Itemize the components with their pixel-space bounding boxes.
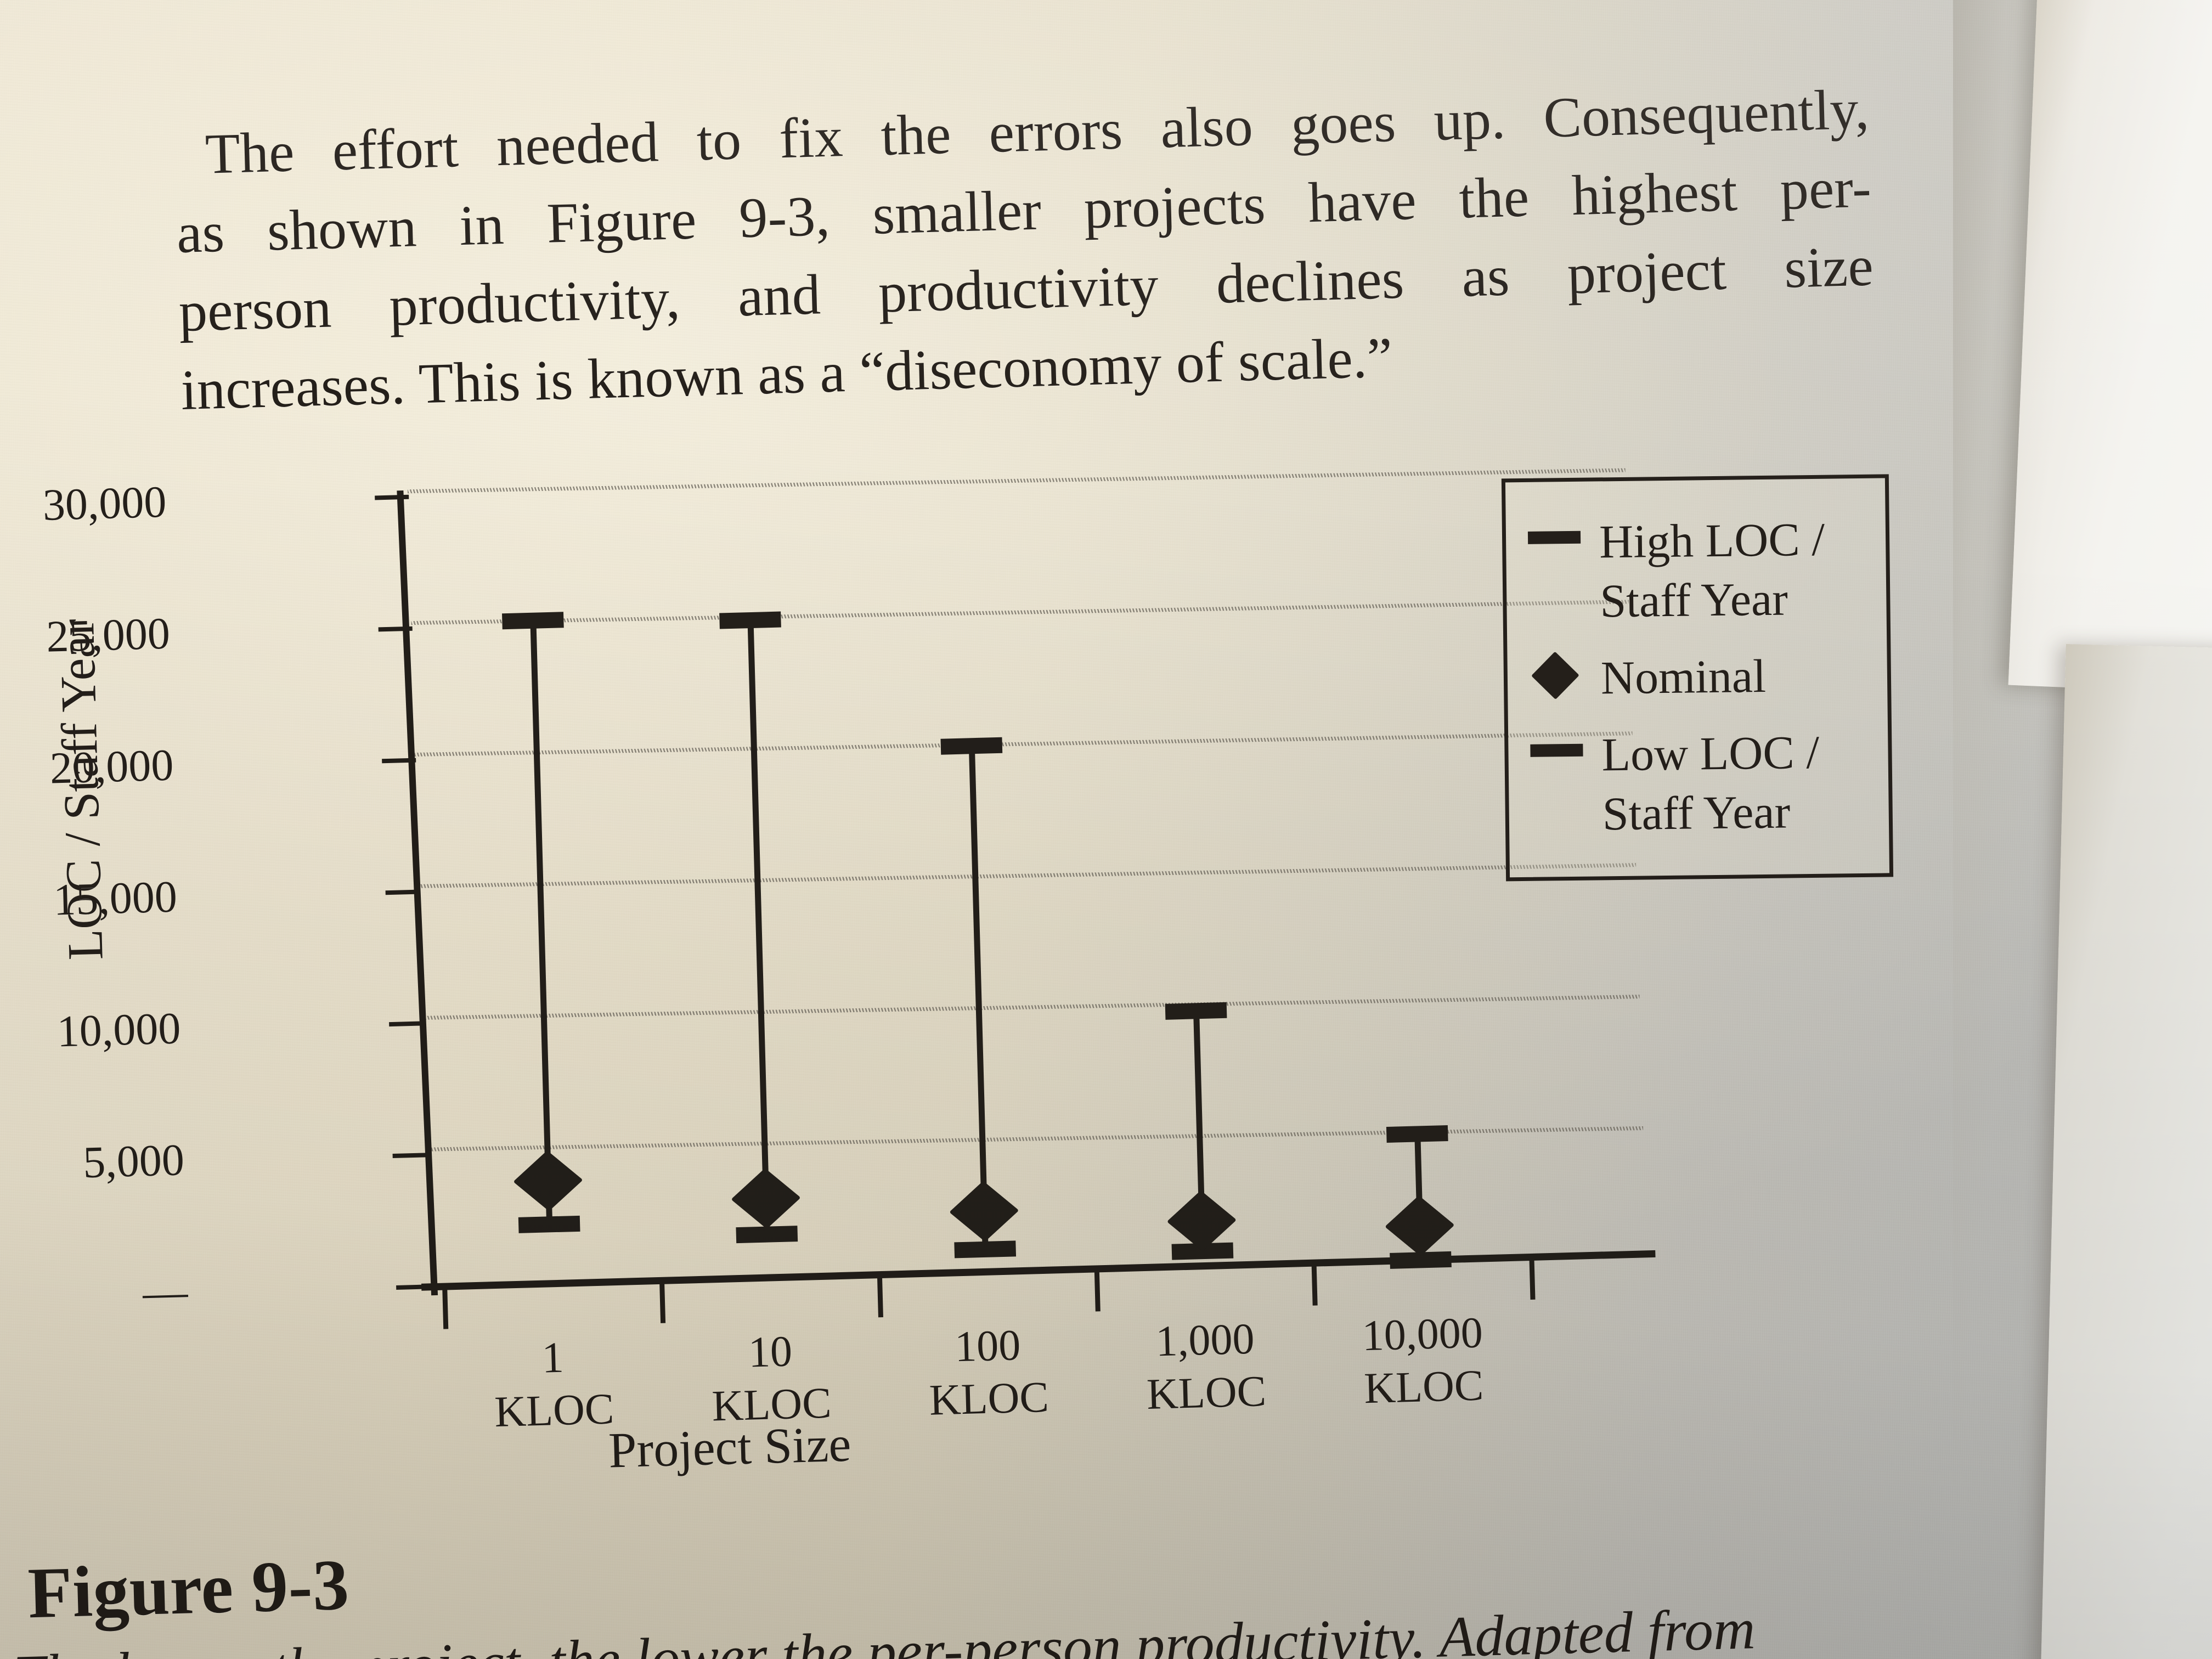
y-axis-tick-label: 20,000 bbox=[49, 740, 174, 793]
low-loc-cap bbox=[954, 1240, 1016, 1259]
x-axis-line bbox=[421, 1250, 1656, 1291]
legend-label-nominal: Nominal bbox=[1600, 649, 1767, 704]
low-loc-dash-icon bbox=[1527, 725, 1602, 778]
legend-item-low: Low LOC / Staff Year bbox=[1508, 713, 1889, 853]
error-bar-stem bbox=[748, 624, 770, 1231]
high-loc-cap bbox=[501, 612, 564, 630]
nominal-marker bbox=[513, 1150, 583, 1211]
high-loc-cap bbox=[1165, 1002, 1227, 1020]
x-axis-tick bbox=[442, 1288, 449, 1329]
nominal-marker bbox=[949, 1181, 1019, 1242]
x-axis-tick bbox=[1529, 1259, 1536, 1300]
gridline bbox=[411, 600, 1629, 625]
x-axis-label: 100 KLOC bbox=[928, 1321, 1049, 1425]
gridline bbox=[407, 468, 1626, 494]
x-axis-label: 1,000 KLOC bbox=[1146, 1314, 1267, 1419]
low-loc-cap bbox=[518, 1215, 580, 1233]
y-axis-tick-label: 5,000 bbox=[82, 1135, 185, 1188]
chart-legend: High LOC / Staff Year Nominal Low LOC / … bbox=[1501, 474, 1894, 882]
y-axis-tick-label: 25,000 bbox=[46, 608, 171, 662]
figure-heading: Figure 9-3 bbox=[26, 1544, 351, 1634]
gridlines bbox=[407, 464, 1644, 1152]
gridline bbox=[414, 731, 1633, 757]
body-paragraph: The effort needed to fix the errors also goes up.… bbox=[173, 70, 1876, 430]
error-bar-stem bbox=[530, 625, 552, 1221]
y-axis-tick-label: 15,000 bbox=[53, 871, 178, 925]
x-axis-label: 10,000 KLOC bbox=[1361, 1308, 1485, 1413]
high-loc-cap bbox=[719, 611, 782, 629]
high-loc-cap bbox=[940, 737, 1002, 755]
x-axis-tick bbox=[877, 1276, 883, 1318]
y-axis-tick bbox=[389, 1021, 424, 1027]
x-axis-tick bbox=[659, 1282, 666, 1323]
nominal-diamond-icon bbox=[1526, 648, 1601, 702]
gridline bbox=[425, 1126, 1644, 1152]
nominal-marker bbox=[1384, 1195, 1455, 1256]
high-loc-cap bbox=[1386, 1125, 1448, 1143]
legend-label-low: Low LOC / Staff Year bbox=[1601, 725, 1820, 840]
nominal-marker bbox=[1166, 1190, 1237, 1251]
y-axis-tick-label: 10,000 bbox=[56, 1003, 182, 1057]
x-axis-tick bbox=[1312, 1265, 1318, 1306]
high-loc-dash-icon bbox=[1525, 512, 1600, 566]
nominal-marker bbox=[731, 1168, 802, 1229]
y-axis-tick bbox=[392, 1153, 427, 1159]
legend-item-high: High LOC / Staff Year bbox=[1505, 500, 1887, 640]
error-bar-stem bbox=[968, 750, 989, 1246]
x-axis-tick bbox=[1094, 1271, 1101, 1312]
y-axis-tick-label: 30,000 bbox=[42, 476, 167, 530]
y-axis-tick-label: — bbox=[142, 1266, 189, 1318]
plot-area: —5,000 10,000 15,000 20,000 25,000 30,000 1 KL… bbox=[42, 464, 1656, 1436]
gridline bbox=[421, 995, 1640, 1020]
figure-9-3-chart: LOC / Staff Year —5,000 10,000 15,000 20,00… bbox=[0, 407, 1894, 1498]
gridline bbox=[418, 863, 1637, 888]
legend-label-high: High LOC / Staff Year bbox=[1599, 512, 1825, 628]
legend-item-nominal: Nominal bbox=[1507, 636, 1888, 717]
